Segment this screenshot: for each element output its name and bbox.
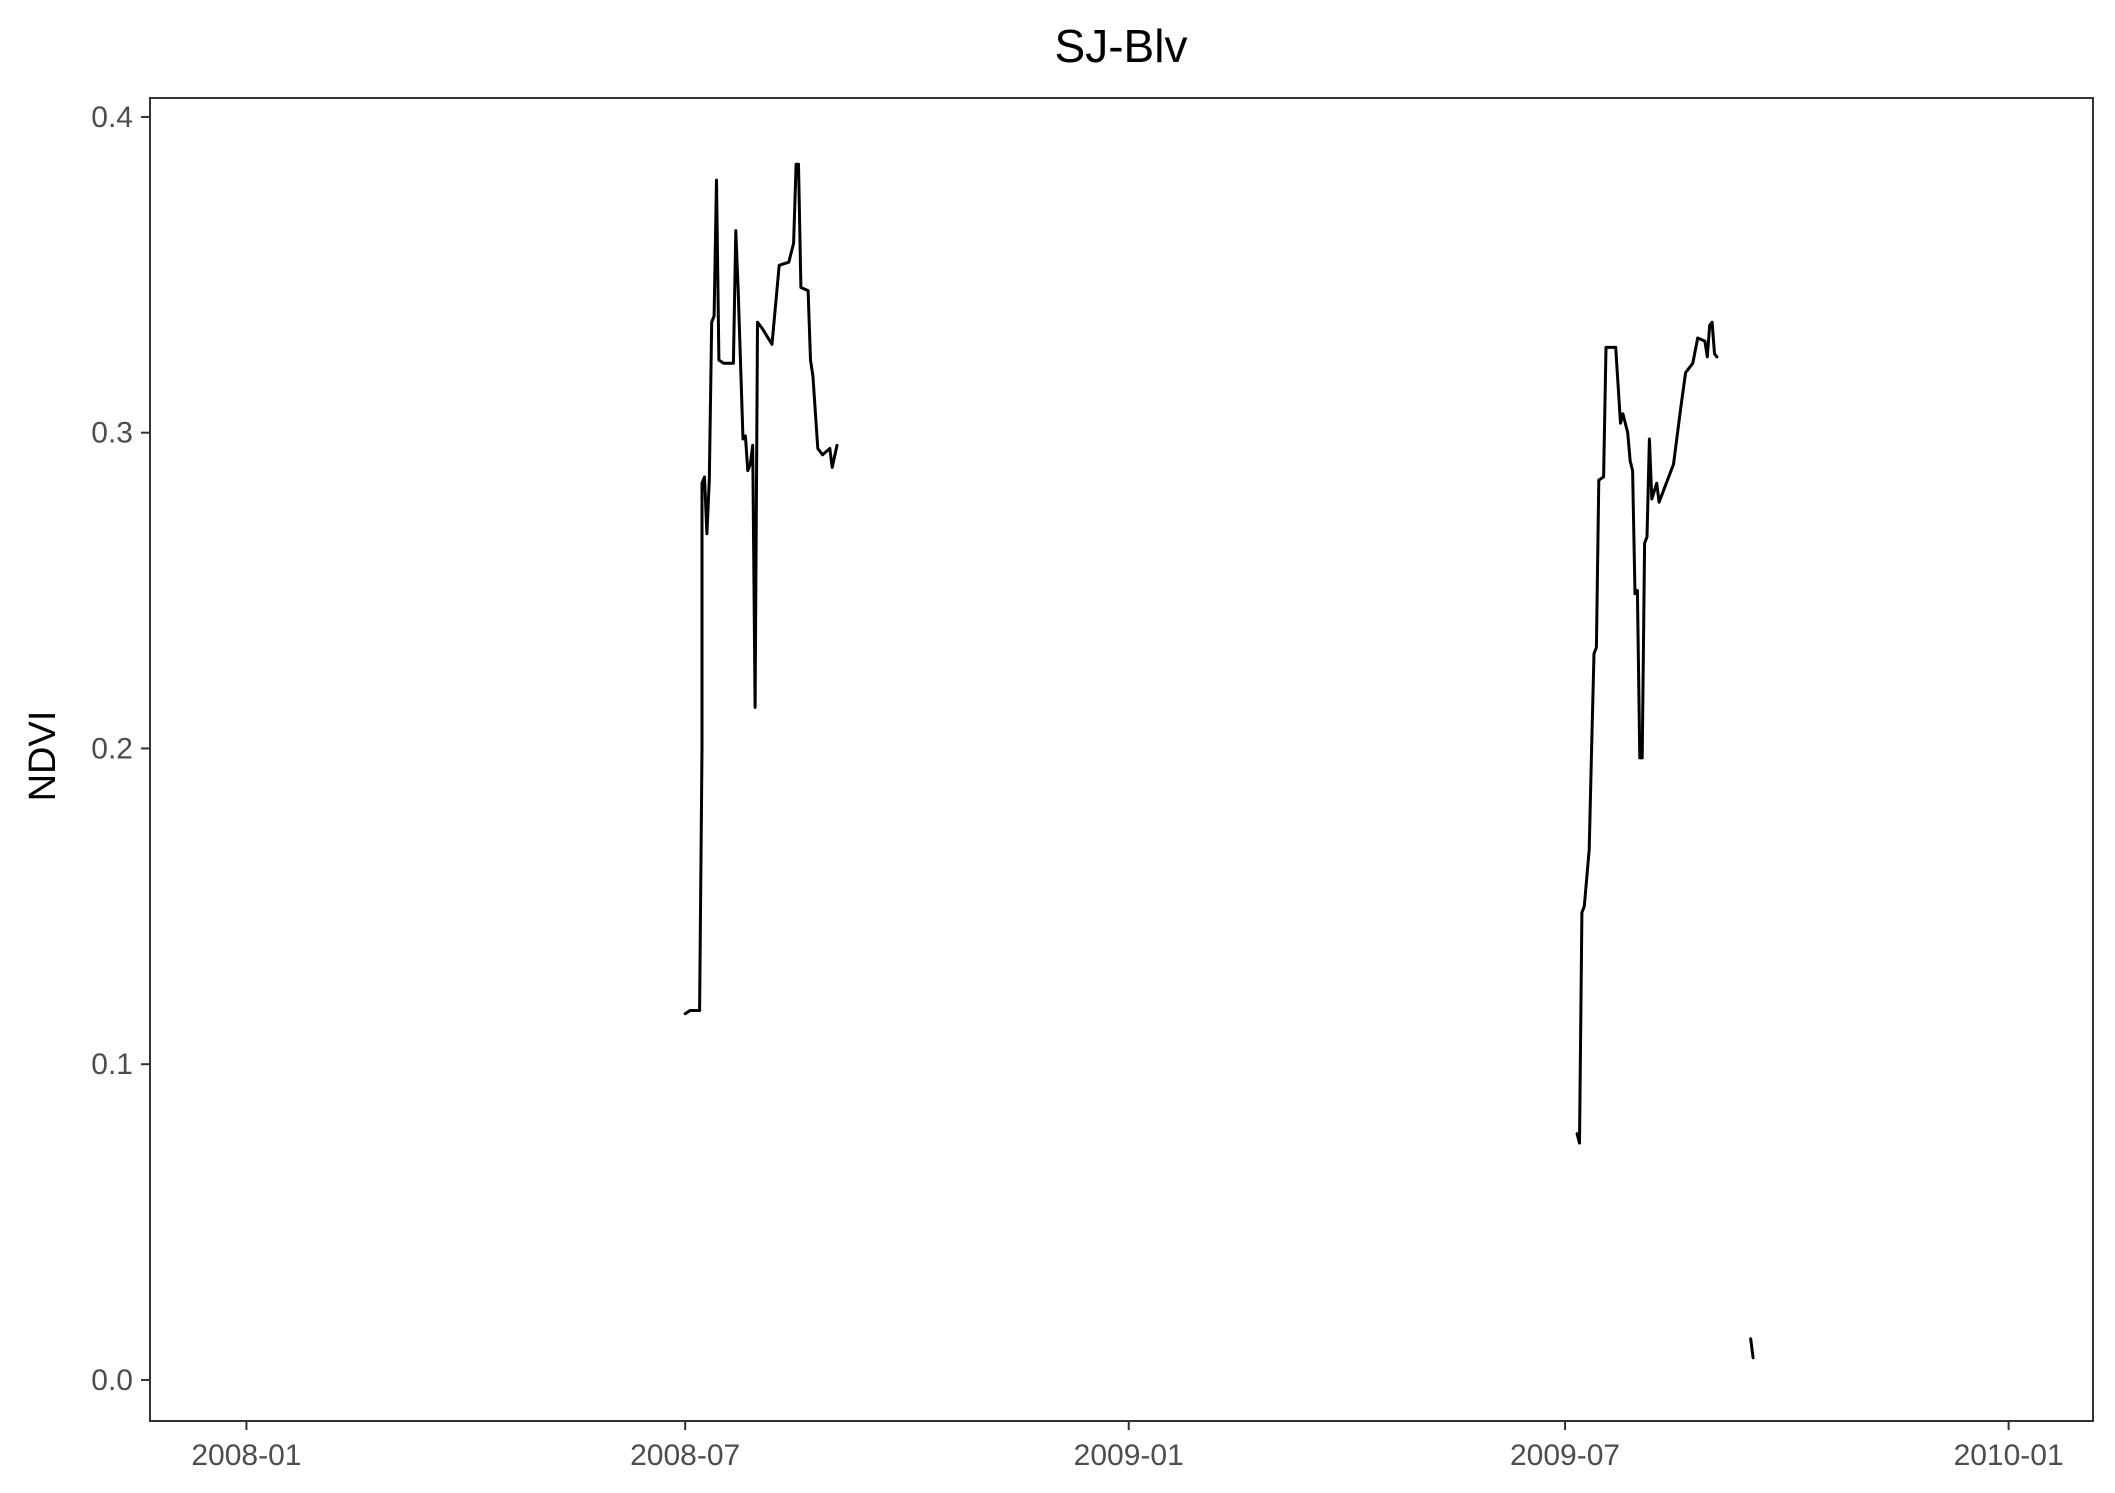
chart-title: SJ-Blv xyxy=(1055,20,1188,72)
x-tick-label: 2009-07 xyxy=(1510,1439,1620,1472)
ndvi-series-segment xyxy=(1575,320,1719,1145)
x-tick-label: 2010-01 xyxy=(1954,1439,2064,1472)
ndvi-series-segment xyxy=(1749,1337,1755,1360)
y-tick-label: 0.2 xyxy=(91,732,133,765)
plot-panel xyxy=(149,97,2094,1422)
y-tick-label: 0.3 xyxy=(91,417,133,450)
y-axis-ticks: 0.0 0.1 0.2 0.3 0.4 xyxy=(91,101,150,1397)
x-tick-label: 2008-07 xyxy=(630,1439,740,1472)
series-lines xyxy=(683,162,1755,1360)
ndvi-series-segment xyxy=(683,162,839,1016)
y-tick-label: 0.4 xyxy=(91,101,133,134)
x-axis-ticks: 2008-01 2008-07 2009-01 2009-07 2010-01 xyxy=(191,1421,2064,1472)
y-tick-label: 0.0 xyxy=(91,1364,133,1397)
y-tick-label: 0.1 xyxy=(91,1048,133,1081)
x-tick-label: 2009-01 xyxy=(1074,1439,1184,1472)
x-tick-label: 2008-01 xyxy=(191,1439,301,1472)
y-axis-label: NDVI xyxy=(22,711,64,802)
